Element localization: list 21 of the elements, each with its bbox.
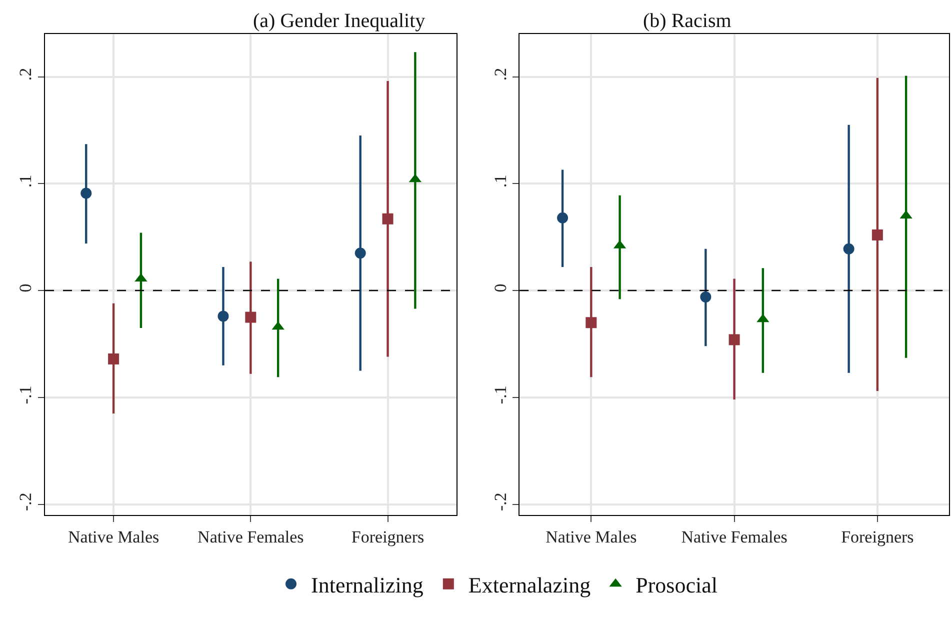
x-tick-label: Native Males xyxy=(546,527,637,546)
y-tick-label: -.1 xyxy=(16,386,36,404)
y-tick-label: -.2 xyxy=(490,492,510,511)
legend-label: Internalizing xyxy=(311,572,424,598)
legend-label: Externalazing xyxy=(468,572,591,598)
x-tick-label: Native Females xyxy=(198,527,304,546)
y-tick-label: 0 xyxy=(16,284,36,292)
x-tick-label: Native Females xyxy=(681,527,788,546)
legend-label: Prosocial xyxy=(636,572,718,598)
y-tick-label: .1 xyxy=(490,174,510,188)
x-tick-label: Foreigners xyxy=(351,527,424,546)
x-tick-label: Foreigners xyxy=(841,527,914,546)
chart-title: (b) Racism xyxy=(643,10,732,32)
y-tick-label: 0 xyxy=(490,284,510,292)
chart-title: (a) Gender Inequality xyxy=(253,10,426,32)
y-tick-label: -.1 xyxy=(490,386,510,404)
y-tick-label: .2 xyxy=(490,68,510,81)
y-tick-label: -.2 xyxy=(16,492,36,511)
y-tick-label: .1 xyxy=(16,174,36,188)
y-tick-label: .2 xyxy=(16,68,36,81)
x-tick-label: Native Males xyxy=(68,527,160,546)
